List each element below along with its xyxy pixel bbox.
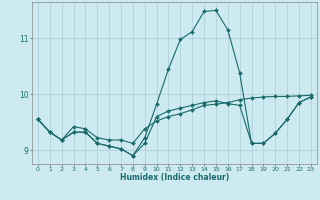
X-axis label: Humidex (Indice chaleur): Humidex (Indice chaleur) [120, 173, 229, 182]
